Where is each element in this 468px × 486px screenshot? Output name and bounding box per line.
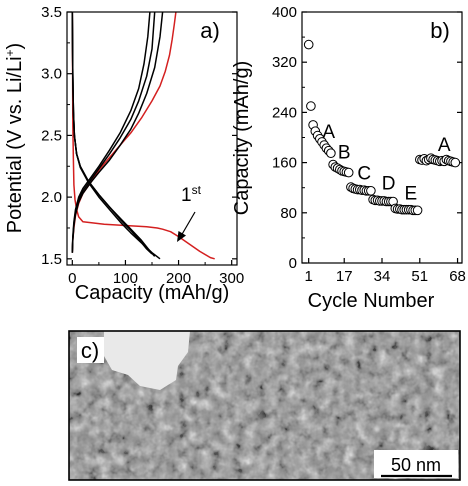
a-y-tick-label-1: 2.0 [41,189,62,206]
b-points-group [303,39,461,216]
a-y-axis-label: Potential (V vs. Li/Li+) [3,43,26,233]
b-stage-label-0: A [322,122,335,143]
b-stage-label-1: B [338,142,351,163]
a-y-tick-label-3: 3.0 [41,66,62,83]
b-stage-label-5: A [438,135,451,156]
a-series-curve-1 [71,11,215,260]
a-y-tick-label-2: 2.5 [41,127,62,144]
a-y-tick-label-4: 3.5 [41,4,62,21]
panel-a-voltage-profile: Potential (V vs. Li/Li+) Capacity (mAh/g… [3,4,244,304]
c-image-frame [68,330,461,481]
b-y-tick-label-3: 240 [272,104,297,121]
a-series-curve-7 [71,11,156,253]
b-stage-labels: ABC D EA [322,122,451,204]
a-panel-label: a) [200,18,220,43]
b-y-tick-label-0: 0 [289,255,297,272]
b-data-point-19 [343,167,354,178]
b-panel-label: b) [430,18,450,43]
b-data-point-1 [303,39,314,50]
a-x-tick-label-3: 300 [219,270,244,287]
b-data-point-2 [306,101,316,111]
b-y-axis-label: Capacity (mAh/g) [231,61,253,216]
b-data-point-67 [450,157,461,168]
b-x-axis-label: Cycle Number [308,290,435,312]
b-plot-frame [301,11,463,264]
b-y-tick-label-5: 400 [272,4,297,21]
a-annotation-arrow-head [177,231,186,242]
b-x-tick-label-0: 1 [304,268,312,285]
b-data-point-50 [412,205,423,216]
b-stage-label-3: D [382,174,396,195]
scale-bar-label: 50 nm [391,455,441,475]
a-first-cycle-annotation: 1st [177,183,202,242]
b-x-tick-label-2: 34 [374,268,391,285]
panel-b-cycling: Capacity (mAh/g) Cycle Number b) 1 17 34 51… [231,4,466,312]
a-ticks-group: 0 100 200 300 1.5 2.0 2.5 3.0 3.5 [41,4,244,287]
a-series-curve-6 [71,11,151,253]
a-series-curve-3 [71,11,156,257]
b-y-tick-label-4: 320 [272,54,297,71]
a-y-tick-label-0: 1.5 [41,251,62,268]
b-x-tick-label-4: 68 [449,268,466,285]
tem-bright-region [104,331,190,390]
a-x-axis-label: Capacity (mAh/g) [75,282,230,304]
b-x-tick-label-1: 17 [336,268,353,285]
a-x-tick-label-1: 100 [113,270,138,287]
b-stage-label-2: C [357,164,371,185]
a-series-curve-8 [71,11,164,253]
b-data-point-11 [326,148,336,158]
c-panel-label: c) [81,338,99,363]
a-annotation-arrow-line [180,211,196,237]
scale-bar-box [374,450,458,478]
svg-text:1st: 1st [181,183,202,206]
b-y-tick-label-1: 80 [280,205,297,222]
a-plot-frame [66,11,238,266]
a-series-group [71,11,215,260]
panel-c-tem-image: c) 50 nm [68,330,461,481]
b-data-point-29 [366,186,376,196]
a-x-tick-label-0: 0 [68,270,76,287]
c-label-background [77,337,104,363]
b-stage-label-4: E [405,184,418,205]
a-x-tick-label-2: 200 [166,270,191,287]
b-x-tick-label-3: 51 [411,268,428,285]
b-ticks-group: 1 17 34 51 68 0 80 160 240 320 400 [272,4,466,285]
b-y-tick-label-2: 160 [272,155,297,172]
a-series-curve-5 [71,11,153,255]
